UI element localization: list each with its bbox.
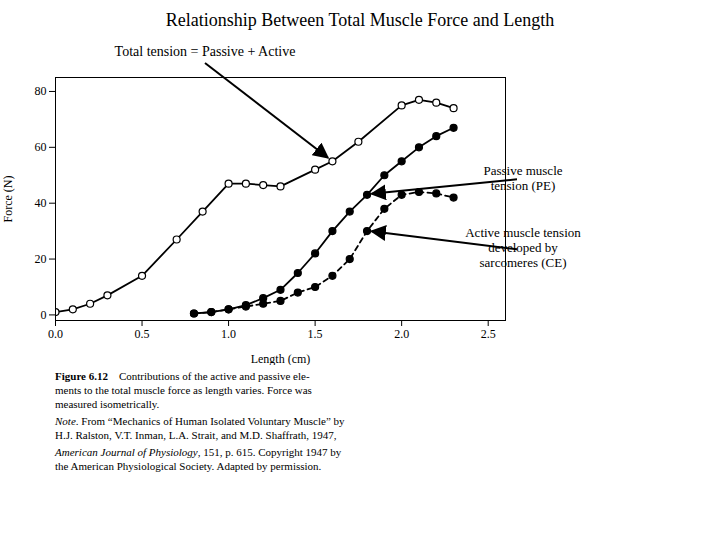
svg-text:0.0: 0.0 — [48, 327, 63, 341]
svg-text:60: 60 — [35, 140, 47, 154]
svg-text:0: 0 — [41, 308, 47, 322]
svg-text:2.5: 2.5 — [481, 327, 496, 341]
svg-text:Length (cm): Length (cm) — [251, 352, 311, 366]
svg-text:20: 20 — [35, 252, 47, 266]
svg-text:1.5: 1.5 — [308, 327, 323, 341]
svg-text:Active muscle tensiondeveloped: Active muscle tensiondeveloped bysarcome… — [465, 225, 581, 270]
html-text:Note. From “Mechanics of Human: Note. From “Mechanics of Human Isolated … — [55, 415, 345, 441]
html-text:Relationship Between Total Mus: Relationship Between Total Muscle Force … — [165, 10, 555, 30]
html-text:Figure 6.12 Contributions of t: Figure 6.12 Contributions of the active … — [55, 370, 312, 410]
svg-text:Total tension = Passive + Acti: Total tension = Passive + Active — [115, 44, 296, 59]
svg-text:40: 40 — [35, 196, 47, 210]
html-text:American Journal of Physiology: American Journal of Physiology, 151, p. … — [55, 446, 342, 472]
svg-text:0.5: 0.5 — [135, 327, 150, 341]
svg-text:80: 80 — [35, 84, 47, 98]
svg-text:Passive muscletension (PE): Passive muscletension (PE) — [483, 163, 562, 193]
svg-text:2.0: 2.0 — [394, 327, 409, 341]
svg-text:1.0: 1.0 — [221, 327, 236, 341]
svg-text:Force (N): Force (N) — [1, 176, 15, 223]
